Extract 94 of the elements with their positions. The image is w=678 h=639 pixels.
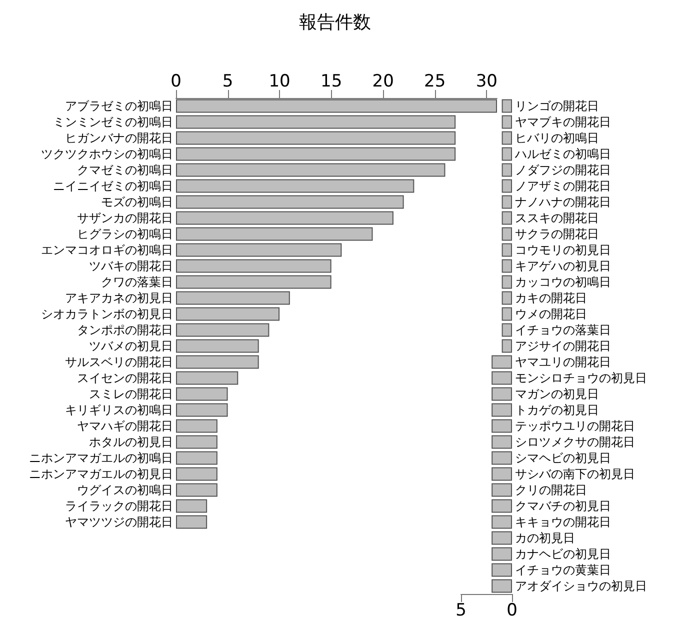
y-tick-label: サシバの南下の初見日 — [515, 467, 635, 481]
y-tick-label: スミレの開花日 — [89, 387, 173, 401]
y-tick-label: トカゲの初見日 — [515, 403, 599, 417]
x-tick-label: 20 — [372, 72, 394, 92]
y-tick-label: マガンの初見日 — [515, 387, 599, 401]
bar — [176, 211, 394, 225]
y-tick-label: シオカラトンボの初見日 — [41, 307, 173, 321]
y-tick-label: ウメの開花日 — [515, 307, 587, 321]
y-tick-label: ノダフジの開花日 — [515, 163, 611, 177]
bar — [176, 499, 208, 513]
bar — [176, 179, 414, 193]
y-tick-label: ヤマツツジの開花日 — [65, 515, 173, 529]
y-tick-label: カッコウの初鳴日 — [515, 275, 611, 289]
bar — [176, 339, 259, 353]
y-tick-label: ホタルの初見日 — [89, 435, 173, 449]
y-tick-label: ツバメの初見日 — [89, 339, 173, 353]
y-tick-label: スイセンの開花日 — [77, 371, 173, 385]
y-tick-label: キアゲハの初見日 — [515, 259, 611, 273]
y-tick-label: ヒグラシの初鳴日 — [77, 227, 173, 241]
bar — [176, 387, 228, 401]
y-tick-label: ナノハナの開花日 — [515, 195, 611, 209]
y-tick-label: クマバチの初見日 — [515, 499, 611, 513]
y-tick-label: ヤマブキの開花日 — [515, 115, 611, 129]
x-tick-label: 0 — [170, 72, 182, 92]
y-tick-label: モンシロチョウの初見日 — [515, 371, 647, 385]
bar — [176, 195, 404, 209]
y-tick-label: ツクツクホウシの初鳴日 — [41, 147, 173, 161]
bar — [176, 147, 456, 161]
y-tick-label: テッポウユリの開花日 — [515, 419, 635, 433]
bar — [176, 419, 218, 433]
bar — [176, 515, 208, 529]
y-tick-label: ヤマハギの開花日 — [77, 419, 173, 433]
y-tick-label: シロツメクサの開花日 — [515, 435, 635, 449]
y-tick-label: クマゼミの初鳴日 — [77, 163, 173, 177]
y-tick-label: リンゴの開花日 — [515, 99, 599, 113]
x-tick-label: 30 — [476, 72, 498, 92]
y-tick-label: クワの落葉日 — [101, 275, 173, 289]
x-tick-label: 25 — [424, 72, 446, 92]
bar — [176, 403, 228, 417]
y-tick-label: エンマコオロギの初鳴日 — [41, 243, 173, 257]
x-tick-label: 15 — [320, 72, 342, 92]
y-tick-label: ニホンアマガエルの初見日 — [29, 467, 173, 481]
bar — [176, 259, 332, 273]
y-tick-label: カキの開花日 — [515, 291, 587, 305]
bar — [176, 371, 238, 385]
y-tick-label: ススキの開花日 — [515, 211, 599, 225]
y-tick-label: ヒガンバナの開花日 — [65, 131, 173, 145]
y-tick-label: ニイニイゼミの初鳴日 — [53, 179, 173, 193]
y-tick-label: ヒバリの初鳴日 — [515, 131, 599, 145]
x-tick-label: 0 — [506, 600, 518, 620]
y-tick-label: アキアカネの初見日 — [65, 291, 173, 305]
y-tick-label: ノアザミの開花日 — [515, 179, 611, 193]
y-tick-label: アジサイの開花日 — [515, 339, 611, 353]
y-tick-label: イチョウの黄葉日 — [515, 563, 611, 577]
bar — [176, 131, 456, 145]
y-tick-label: ヤマユリの開花日 — [515, 355, 611, 369]
y-tick-label: アブラゼミの初鳴日 — [65, 99, 173, 113]
y-tick-label: ウグイスの初鳴日 — [77, 483, 173, 497]
y-tick-label: ツバキの開花日 — [89, 259, 173, 273]
chart-title: 報告件数 — [299, 12, 371, 32]
bar — [176, 243, 342, 257]
y-tick-label: タンポポの開花日 — [77, 323, 173, 337]
y-tick-label: カナヘビの初見日 — [515, 547, 611, 561]
x-tick-label: 5 — [222, 72, 234, 92]
bar — [176, 323, 270, 337]
x-tick-label: 10 — [268, 72, 290, 92]
y-tick-label: キリギリスの初鳴日 — [65, 403, 173, 417]
y-tick-label: アオダイショウの初見日 — [515, 579, 647, 593]
y-tick-label: ハルゼミの初鳴日 — [514, 147, 611, 161]
bar — [176, 355, 259, 369]
y-tick-label: コウモリの初見日 — [515, 243, 611, 257]
y-tick-label: クリの開花日 — [515, 483, 587, 497]
bar — [176, 291, 290, 305]
bar — [176, 451, 218, 465]
bar — [176, 115, 456, 129]
y-tick-label: サザンカの開花日 — [77, 211, 173, 225]
bar — [176, 483, 218, 497]
y-tick-label: シマヘビの初見日 — [515, 451, 611, 465]
bar — [176, 307, 280, 321]
y-tick-label: イチョウの落葉日 — [515, 323, 611, 337]
bar — [176, 275, 332, 289]
y-tick-label: ニホンアマガエルの初鳴日 — [29, 451, 173, 465]
y-tick-label: カの初見日 — [515, 531, 575, 545]
y-tick-label: モズの初鳴日 — [101, 195, 173, 209]
bar — [176, 435, 218, 449]
bar — [176, 467, 218, 481]
y-tick-label: サルスベリの開花日 — [65, 355, 173, 369]
x-tick-label: 5 — [456, 600, 466, 620]
bar — [176, 227, 373, 241]
y-tick-label: ミンミンゼミの初鳴日 — [53, 115, 173, 129]
y-tick-label: キキョウの開花日 — [515, 515, 611, 529]
y-tick-label: サクラの開花日 — [515, 227, 599, 241]
y-tick-label: ライラックの開花日 — [65, 499, 173, 513]
bar — [176, 163, 446, 177]
